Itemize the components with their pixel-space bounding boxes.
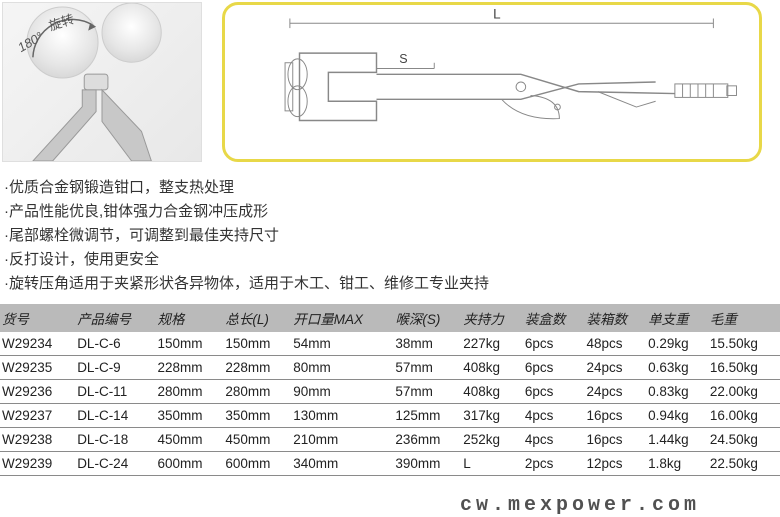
table-cell: 350mm bbox=[223, 404, 291, 428]
table-cell: 450mm bbox=[223, 428, 291, 452]
table-cell: 24.50kg bbox=[708, 428, 780, 452]
table-cell: 12pcs bbox=[585, 452, 647, 476]
table-cell: 390mm bbox=[393, 452, 461, 476]
table-cell: 236mm bbox=[393, 428, 461, 452]
table-cell: 600mm bbox=[156, 452, 224, 476]
table-cell: 408kg bbox=[461, 380, 523, 404]
table-cell: 1.44kg bbox=[646, 428, 708, 452]
table-cell: 408kg bbox=[461, 356, 523, 380]
table-cell: 280mm bbox=[223, 380, 291, 404]
col-header: 装盒数 bbox=[523, 304, 585, 332]
table-cell: 6pcs bbox=[523, 380, 585, 404]
table-cell: 227kg bbox=[461, 332, 523, 356]
table-cell: 150mm bbox=[223, 332, 291, 356]
table-cell: DL-C-18 bbox=[75, 428, 155, 452]
table-row: W29237DL-C-14350mm350mm130mm125mm317kg4p… bbox=[0, 404, 780, 428]
table-cell: 228mm bbox=[156, 356, 224, 380]
feature-line: ·产品性能优良,钳体强力合金钢冲压成形 bbox=[4, 200, 776, 224]
spec-table: 货号 产品编号 规格 总长(L) 开口量MAX 喉深(S) 夹持力 装盒数 装箱… bbox=[0, 304, 780, 476]
table-cell: 57mm bbox=[393, 356, 461, 380]
table-row: W29236DL-C-11280mm280mm90mm57mm408kg6pcs… bbox=[0, 380, 780, 404]
table-cell: 22.00kg bbox=[708, 380, 780, 404]
col-header: 开口量MAX bbox=[291, 304, 393, 332]
technical-diagram: L S bbox=[222, 2, 762, 162]
table-cell: 38mm bbox=[393, 332, 461, 356]
table-cell: 54mm bbox=[291, 332, 393, 356]
feature-line: ·尾部螺栓微调节，可调整到最佳夹持尺寸 bbox=[4, 224, 776, 248]
col-header: 总长(L) bbox=[223, 304, 291, 332]
col-header: 毛重 bbox=[708, 304, 780, 332]
table-cell: W29237 bbox=[0, 404, 75, 428]
watermark-text: cw.mexpower.com bbox=[460, 494, 700, 517]
table-cell: 125mm bbox=[393, 404, 461, 428]
feature-line: ·旋转压角适用于夹紧形状各异物体，适用于木工、钳工、维修工专业夹持 bbox=[4, 272, 776, 296]
table-cell: 0.63kg bbox=[646, 356, 708, 380]
table-cell: 90mm bbox=[291, 380, 393, 404]
table-cell: 600mm bbox=[223, 452, 291, 476]
table-cell: 15.50kg bbox=[708, 332, 780, 356]
col-header: 单支重 bbox=[646, 304, 708, 332]
table-cell: W29234 bbox=[0, 332, 75, 356]
table-row: W29239DL-C-24600mm600mm340mm390mmL2pcs12… bbox=[0, 452, 780, 476]
table-cell: 0.94kg bbox=[646, 404, 708, 428]
table-cell: W29238 bbox=[0, 428, 75, 452]
table-cell: 150mm bbox=[156, 332, 224, 356]
product-photo: 180° 旋转 bbox=[2, 2, 202, 162]
table-cell: 24pcs bbox=[585, 356, 647, 380]
table-cell: 252kg bbox=[461, 428, 523, 452]
col-header: 产品编号 bbox=[75, 304, 155, 332]
table-cell: 280mm bbox=[156, 380, 224, 404]
table-cell: 6pcs bbox=[523, 356, 585, 380]
table-cell: 16.00kg bbox=[708, 404, 780, 428]
table-cell: 317kg bbox=[461, 404, 523, 428]
table-cell: 80mm bbox=[291, 356, 393, 380]
diagram-label-L: L bbox=[493, 6, 501, 21]
col-header: 夹持力 bbox=[461, 304, 523, 332]
table-cell: 210mm bbox=[291, 428, 393, 452]
table-row: W29234DL-C-6150mm150mm54mm38mm227kg6pcs4… bbox=[0, 332, 780, 356]
table-cell: W29235 bbox=[0, 356, 75, 380]
table-cell: DL-C-11 bbox=[75, 380, 155, 404]
table-cell: DL-C-14 bbox=[75, 404, 155, 428]
table-cell: 340mm bbox=[291, 452, 393, 476]
table-cell: 130mm bbox=[291, 404, 393, 428]
col-header: 喉深(S) bbox=[393, 304, 461, 332]
table-cell: 228mm bbox=[223, 356, 291, 380]
feature-line: ·反打设计，使用更安全 bbox=[4, 248, 776, 272]
features-list: ·优质合金钢锻造钳口，整支热处理 ·产品性能优良,钳体强力合金钢冲压成形 ·尾部… bbox=[0, 170, 780, 304]
table-cell: 48pcs bbox=[585, 332, 647, 356]
table-cell: 450mm bbox=[156, 428, 224, 452]
table-cell: 24pcs bbox=[585, 380, 647, 404]
table-cell: 0.83kg bbox=[646, 380, 708, 404]
table-cell: 16pcs bbox=[585, 428, 647, 452]
table-cell: W29236 bbox=[0, 380, 75, 404]
table-row: W29235DL-C-9228mm228mm80mm57mm408kg6pcs2… bbox=[0, 356, 780, 380]
table-cell: L bbox=[461, 452, 523, 476]
table-cell: 16pcs bbox=[585, 404, 647, 428]
table-header-row: 货号 产品编号 规格 总长(L) 开口量MAX 喉深(S) 夹持力 装盒数 装箱… bbox=[0, 304, 780, 332]
table-cell: 350mm bbox=[156, 404, 224, 428]
table-cell: DL-C-9 bbox=[75, 356, 155, 380]
feature-line: ·优质合金钢锻造钳口，整支热处理 bbox=[4, 176, 776, 200]
table-cell: 22.50kg bbox=[708, 452, 780, 476]
table-cell: 4pcs bbox=[523, 404, 585, 428]
col-header: 装箱数 bbox=[585, 304, 647, 332]
table-cell: DL-C-6 bbox=[75, 332, 155, 356]
table-cell: 6pcs bbox=[523, 332, 585, 356]
table-cell: 0.29kg bbox=[646, 332, 708, 356]
col-header: 货号 bbox=[0, 304, 75, 332]
table-cell: W29239 bbox=[0, 452, 75, 476]
table-cell: 1.8kg bbox=[646, 452, 708, 476]
table-cell: 57mm bbox=[393, 380, 461, 404]
table-row: W29238DL-C-18450mm450mm210mm236mm252kg4p… bbox=[0, 428, 780, 452]
diagram-label-S: S bbox=[399, 52, 407, 66]
table-cell: DL-C-24 bbox=[75, 452, 155, 476]
table-cell: 4pcs bbox=[523, 428, 585, 452]
table-cell: 2pcs bbox=[523, 452, 585, 476]
table-cell: 16.50kg bbox=[708, 356, 780, 380]
col-header: 规格 bbox=[156, 304, 224, 332]
